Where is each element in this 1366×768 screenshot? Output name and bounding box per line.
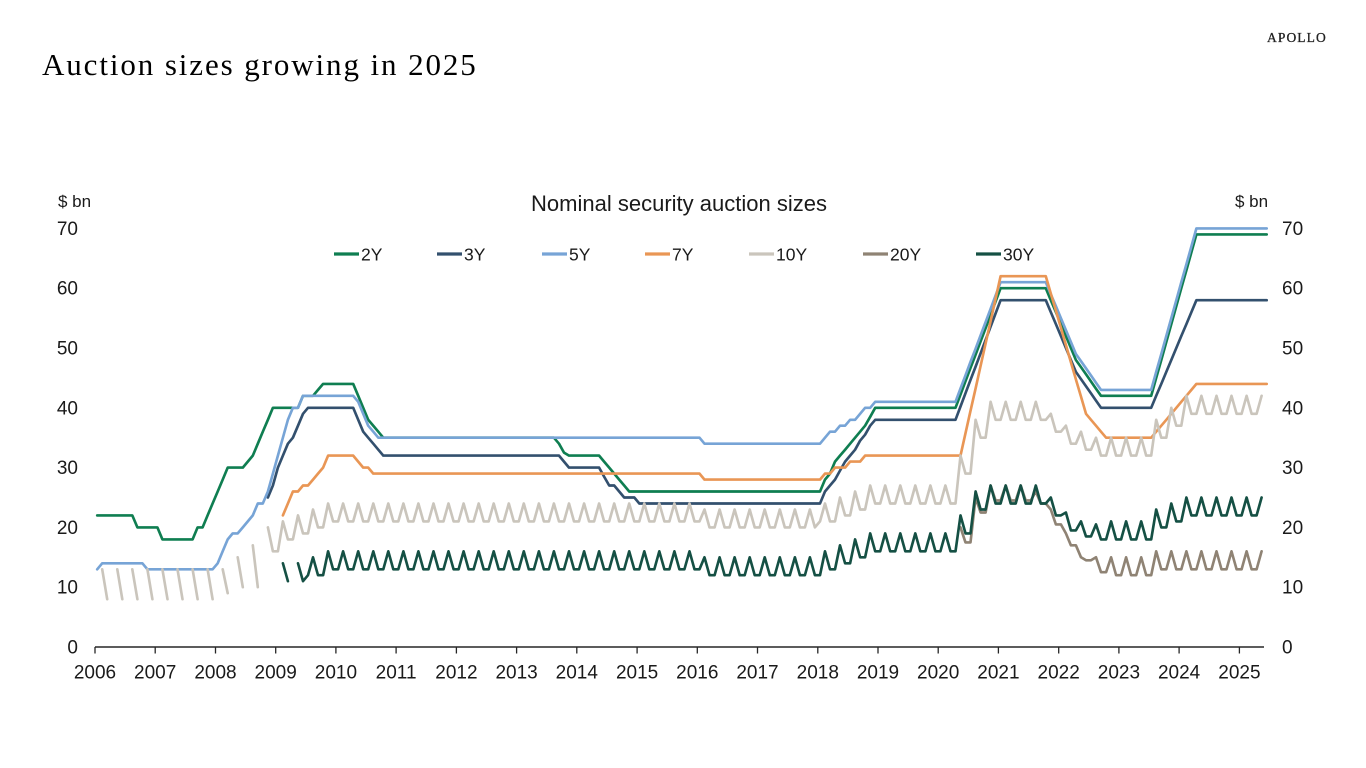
- svg-text:50: 50: [57, 339, 78, 360]
- svg-text:2012: 2012: [435, 663, 477, 684]
- svg-text:2006: 2006: [74, 663, 116, 684]
- svg-text:2013: 2013: [495, 663, 537, 684]
- svg-text:50: 50: [1282, 339, 1303, 360]
- svg-text:2021: 2021: [977, 663, 1019, 684]
- svg-text:2007: 2007: [134, 663, 176, 684]
- svg-text:2022: 2022: [1038, 663, 1080, 684]
- svg-text:3Y: 3Y: [464, 245, 486, 265]
- svg-text:30: 30: [57, 458, 78, 479]
- svg-text:30: 30: [1282, 458, 1303, 479]
- svg-text:2Y: 2Y: [361, 245, 383, 265]
- svg-text:2023: 2023: [1098, 663, 1140, 684]
- svg-text:20: 20: [1282, 518, 1303, 539]
- svg-text:2009: 2009: [255, 663, 297, 684]
- svg-text:10Y: 10Y: [776, 245, 807, 265]
- svg-text:2018: 2018: [797, 663, 839, 684]
- svg-text:$ bn: $ bn: [58, 192, 91, 211]
- svg-text:Nominal security auction sizes: Nominal security auction sizes: [531, 191, 827, 216]
- svg-text:10: 10: [1282, 578, 1303, 599]
- svg-text:2016: 2016: [676, 663, 718, 684]
- svg-text:2020: 2020: [917, 663, 959, 684]
- svg-text:20Y: 20Y: [890, 245, 921, 265]
- svg-text:2025: 2025: [1218, 663, 1260, 684]
- svg-text:20: 20: [57, 518, 78, 539]
- svg-text:60: 60: [1282, 279, 1303, 300]
- svg-text:30Y: 30Y: [1003, 245, 1034, 265]
- svg-text:2011: 2011: [376, 663, 417, 684]
- svg-text:60: 60: [57, 279, 78, 300]
- svg-text:2019: 2019: [857, 663, 899, 684]
- svg-text:2015: 2015: [616, 663, 658, 684]
- svg-text:2024: 2024: [1158, 663, 1201, 684]
- svg-text:0: 0: [1282, 638, 1293, 659]
- svg-text:70: 70: [57, 219, 78, 240]
- svg-text:2017: 2017: [736, 663, 778, 684]
- svg-text:$ bn: $ bn: [1235, 192, 1268, 211]
- svg-text:2008: 2008: [194, 663, 236, 684]
- svg-text:2010: 2010: [315, 663, 357, 684]
- svg-text:40: 40: [1282, 398, 1303, 419]
- svg-text:5Y: 5Y: [569, 245, 591, 265]
- svg-text:7Y: 7Y: [672, 245, 694, 265]
- svg-text:10: 10: [57, 578, 78, 599]
- svg-text:2014: 2014: [556, 663, 599, 684]
- svg-text:70: 70: [1282, 219, 1303, 240]
- svg-text:40: 40: [57, 398, 78, 419]
- svg-text:0: 0: [67, 638, 78, 659]
